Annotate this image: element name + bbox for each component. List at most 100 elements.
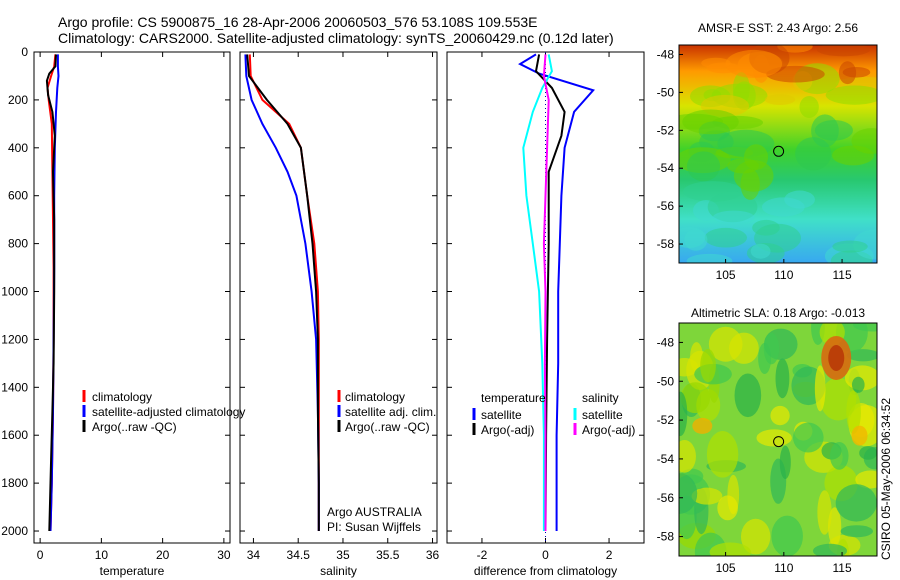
sst-field-blob: [799, 96, 819, 118]
sst-field-blob: [795, 137, 832, 171]
sla-field-blob: [679, 440, 696, 473]
salinity-xtick-label: 36: [426, 548, 440, 562]
temperature-xtick-label: 0: [37, 548, 44, 562]
sla-field-blob: [706, 431, 739, 478]
sst-map-ytick-label: -56: [657, 199, 675, 213]
salinity-xlabel: salinity: [320, 564, 357, 578]
temperature-ytick-label: 0: [21, 45, 28, 59]
salinity-series-line: [246, 54, 320, 531]
temperature-ytick-label: 2000: [1, 524, 28, 538]
sst-field-blob: [704, 227, 748, 248]
sst-field-blob: [766, 65, 825, 83]
sst-field-blob: [682, 109, 739, 135]
sst-map-ytick-label: -58: [657, 237, 675, 251]
temperature-xlabel: temperature: [100, 564, 165, 578]
sla-map-title: Altimetric SLA: 0.18 Argo: -0.013: [691, 306, 865, 320]
sst-field-blob: [761, 197, 805, 217]
sla-field-blob: [817, 490, 832, 535]
sst-field-blob: [733, 160, 774, 192]
sla-field-blob: [829, 441, 849, 470]
sst-field-blob: [743, 144, 769, 171]
temperature-axes-box: [33, 51, 231, 544]
sla-map-xtick-label: 115: [832, 561, 851, 575]
sla-field-blob: [709, 542, 752, 556]
sla-field-blob: [792, 422, 824, 453]
temperature-ytick-label: 200: [8, 93, 28, 107]
sla-field-blob: [855, 470, 877, 489]
sst-field-blob: [712, 210, 755, 224]
sst-field-blob: [851, 128, 877, 154]
sla-field-high-core: [828, 344, 845, 371]
sla-field-blob: [859, 446, 877, 460]
sst-map-ytick-label: -54: [657, 161, 675, 175]
temperature-legend-label: satellite-adjusted climatology: [92, 405, 245, 419]
temperature-ytick-label: 600: [8, 189, 28, 203]
temperature-ytick-label: 400: [8, 141, 28, 155]
sla-map-ytick-label: -48: [657, 335, 675, 349]
sst-map-ytick-label: -52: [657, 123, 675, 137]
temperature-ytick-label: 1000: [1, 285, 28, 299]
sst-map-xtick-label: 105: [716, 268, 736, 282]
sla-field-blob: [740, 518, 771, 555]
sst-field-blob: [825, 85, 877, 105]
sla-map-axes-box: [678, 322, 878, 557]
sst-field-blob: [838, 61, 857, 85]
sla-field-blob: [835, 484, 877, 522]
sst-map-xtick-label: 115: [832, 268, 851, 282]
sla-field-blob: [691, 487, 723, 505]
sla-map-ytick-label: -52: [657, 413, 675, 427]
difference-xlabel: difference from climatology: [474, 564, 617, 578]
salinity-axes-box: [239, 51, 438, 544]
temperature-legend-label: Argo(..raw -QC): [92, 420, 177, 434]
sla-field-blob: [779, 445, 791, 480]
sst-map-axes-box: [678, 44, 878, 264]
difference-legend-heading: temperature: [481, 391, 546, 405]
sst-field-blob: [816, 45, 871, 57]
sla-map-xtick-label: 105: [716, 561, 736, 575]
sla-map-ytick-label: -54: [657, 452, 675, 466]
salinity-legend-label: Argo(..raw -QC): [345, 420, 430, 434]
sla-field-blob: [840, 525, 874, 538]
sst-map-ytick-label: -48: [657, 47, 675, 61]
sla-field-blob: [812, 543, 848, 556]
sla-field-high: [692, 417, 713, 434]
sla-field-blob: [717, 495, 738, 521]
sla-field-blob: [771, 515, 803, 556]
difference-legend-label: Argo(-adj): [481, 423, 534, 437]
sla-map-xtick-label: 110: [774, 561, 793, 575]
salinity-xtick-label: 35: [336, 548, 350, 562]
sla-field-blob: [679, 473, 698, 514]
sla-field-blob: [729, 332, 759, 364]
salinity-annotation: PI: Susan Wijffels: [327, 520, 421, 534]
temperature-xtick-label: 10: [95, 548, 109, 562]
salinity-xtick-label: 34.5: [287, 548, 311, 562]
timestamp-label: CSIRO 05-May-2006 06:34:52: [879, 398, 893, 560]
temperature-series-line: [45, 54, 57, 532]
difference-xtick-label: 0: [542, 548, 549, 562]
temperature-ytick-label: 1600: [1, 428, 28, 442]
temperature-legend-label: climatology: [92, 390, 152, 404]
sla-field-blob: [700, 348, 716, 383]
sst-map-float-marker: [773, 145, 785, 157]
sla-field-high: [851, 425, 868, 446]
temperature-ytick-label: 1400: [1, 380, 28, 394]
difference-legend-label: satellite: [481, 408, 522, 422]
sla-map-ytick-label: -56: [657, 491, 675, 505]
sst-field-blob: [686, 253, 733, 263]
sla-field-blob: [680, 382, 711, 414]
temperature-ytick-label: 1800: [1, 476, 28, 490]
sst-field-blob: [684, 229, 708, 251]
temperature-ytick-label: 1200: [1, 332, 28, 346]
salinity-legend-label: satellite adj. clim.: [345, 405, 436, 419]
sst-field-blob: [814, 120, 853, 141]
sla-field-blob: [846, 390, 861, 434]
sst-map-title: AMSR-E SST: 2.43 Argo: 2.56: [698, 21, 858, 35]
salinity-xtick-label: 34: [247, 548, 261, 562]
salinity-annotation: Argo AUSTRALIA: [327, 505, 422, 519]
difference-legend-label: Argo(-adj): [582, 423, 635, 437]
sla-map-ytick-label: -50: [657, 374, 675, 388]
sla-field-blob: [846, 349, 877, 362]
difference-legend-heading: salinity: [582, 391, 619, 405]
